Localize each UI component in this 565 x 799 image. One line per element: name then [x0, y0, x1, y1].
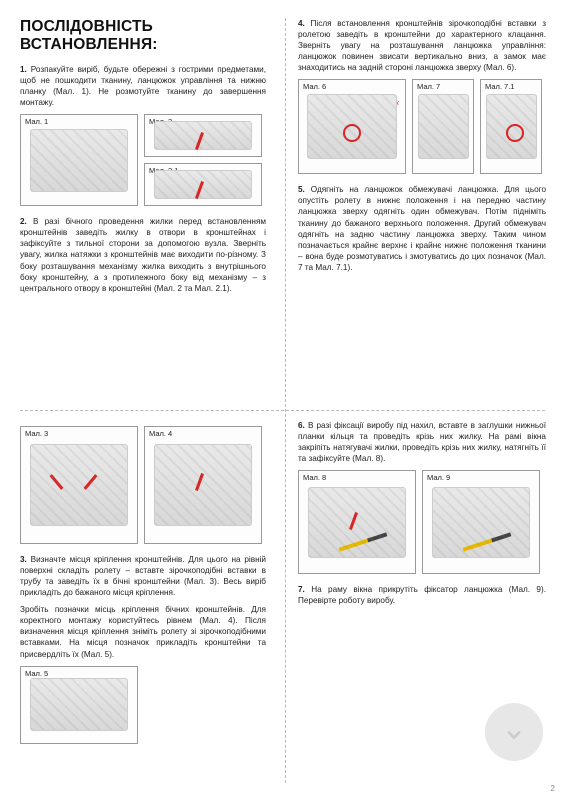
figure-caption: Мал. 9: [427, 473, 450, 482]
figure-caption: Мал. 1: [25, 117, 48, 126]
red-circle-icon: [343, 124, 361, 142]
text: На раму вікна прикрутіть фіксатор ланцюж…: [298, 585, 546, 605]
red-arrow-icon: [83, 474, 97, 490]
figure-row-3: Мал. 3 Мал. 4: [20, 426, 266, 544]
page-title: ПОСЛІДОВНІСТЬ ВСТАНОВЛЕННЯ:: [20, 18, 266, 54]
text: Визначте місця кріплення кронштейнів. Дл…: [20, 555, 266, 597]
illustration: [432, 487, 531, 558]
step-number: 6.: [298, 421, 305, 430]
figure-5: Мал. 5: [20, 666, 138, 744]
text: В разі бічного проведення жилки перед вс…: [20, 217, 266, 292]
red-arrow-icon: [195, 473, 204, 491]
figure-caption: Мал. 8: [303, 473, 326, 482]
step-number: 5.: [298, 185, 305, 194]
step-6-text: 6. В разі фіксації виробу під нахил, вст…: [298, 420, 546, 464]
illustration: [154, 121, 253, 150]
horizontal-divider: [20, 410, 545, 411]
step-number: 4.: [298, 19, 305, 28]
page-number: 2: [551, 784, 555, 793]
step-5-text: 5. Одягніть на ланцюжок обмежувачі ланцю…: [298, 184, 546, 273]
red-circle-icon: [506, 124, 524, 142]
screwdriver-icon: [338, 532, 387, 551]
figure-row-2: Мал. 6 click Мал. 7 Мал. 7.1: [298, 79, 546, 174]
figure-caption: Мал. 5: [25, 669, 48, 678]
figure-caption: Мал. 6: [303, 82, 326, 91]
watermark-icon: [485, 703, 543, 761]
illustration: [30, 129, 129, 192]
illustration: [154, 444, 253, 525]
figure-row-5: Мал. 8 Мал. 9: [298, 470, 546, 574]
figure-9: Мал. 9: [422, 470, 540, 574]
step-3a-text: 3. Визначте місця кріплення кронштейнів.…: [20, 554, 266, 598]
figure-8: Мал. 8: [298, 470, 416, 574]
quadrant-top-left: ПОСЛІДОВНІСТЬ ВСТАНОВЛЕННЯ: 1. Розпакуйт…: [20, 18, 266, 398]
figure-1: Мал. 1: [20, 114, 138, 206]
red-arrow-icon: [349, 512, 358, 530]
text: Розпакуйте виріб, будьте обережні з гост…: [20, 65, 266, 107]
step-number: 2.: [20, 217, 27, 226]
illustration: [30, 678, 129, 731]
text: В разі фіксації виробу під нахил, вставт…: [298, 421, 546, 463]
figure-6: Мал. 6 click: [298, 79, 406, 174]
instruction-page: ПОСЛІДОВНІСТЬ ВСТАНОВЛЕННЯ: 1. Розпакуйт…: [0, 0, 565, 799]
figure-2: Мал. 2: [144, 114, 262, 157]
figure-4: Мал. 4: [144, 426, 262, 544]
figure-7-1: Мал. 7.1: [480, 79, 542, 174]
step-number: 3.: [20, 555, 27, 564]
step-number: 7.: [298, 585, 305, 594]
figure-3: Мал. 3: [20, 426, 138, 544]
red-arrow-icon: [195, 181, 204, 199]
figure-row-4: Мал. 5: [20, 666, 266, 744]
quadrant-bottom-left: Мал. 3 Мал. 4 3. Визначте місця кріпленн…: [20, 420, 266, 780]
quadrant-top-right: 4. Після встановлення кронштейнів зірочк…: [298, 18, 546, 398]
step-2-text: 2. В разі бічного проведення жилки перед…: [20, 216, 266, 293]
illustration: [307, 94, 397, 159]
step-number: 1.: [20, 65, 27, 74]
figure-caption: Мал. 4: [149, 429, 172, 438]
figure-row-1: Мал. 1 Мал. 2 Мал. 2.1: [20, 114, 266, 206]
red-arrow-icon: [195, 132, 204, 150]
vertical-divider: [285, 18, 286, 783]
step-4-text: 4. Після встановлення кронштейнів зірочк…: [298, 18, 546, 73]
figure-7: Мал. 7: [412, 79, 474, 174]
screwdriver-icon: [462, 532, 511, 551]
illustration: [308, 487, 407, 558]
step-3b-text: Зробіть позначки місць кріплення бічних …: [20, 604, 266, 659]
figure-caption: Мал. 7: [417, 82, 440, 91]
illustration: [418, 94, 469, 159]
red-arrow-icon: [49, 474, 63, 490]
step-7-text: 7. На раму вікна прикрутіть фіксатор лан…: [298, 584, 546, 606]
illustration: [30, 444, 129, 525]
illustration: [154, 170, 253, 199]
text: Після встановлення кронштейнів зірочкопо…: [298, 19, 546, 72]
illustration: [486, 94, 537, 159]
figure-caption: Мал. 3: [25, 429, 48, 438]
step-1-text: 1. Розпакуйте виріб, будьте обережні з г…: [20, 64, 266, 108]
figure-2-1: Мал. 2.1: [144, 163, 262, 206]
text: Одягніть на ланцюжок обмежувачі ланцюжка…: [298, 185, 546, 271]
figure-caption: Мал. 7.1: [485, 82, 514, 91]
